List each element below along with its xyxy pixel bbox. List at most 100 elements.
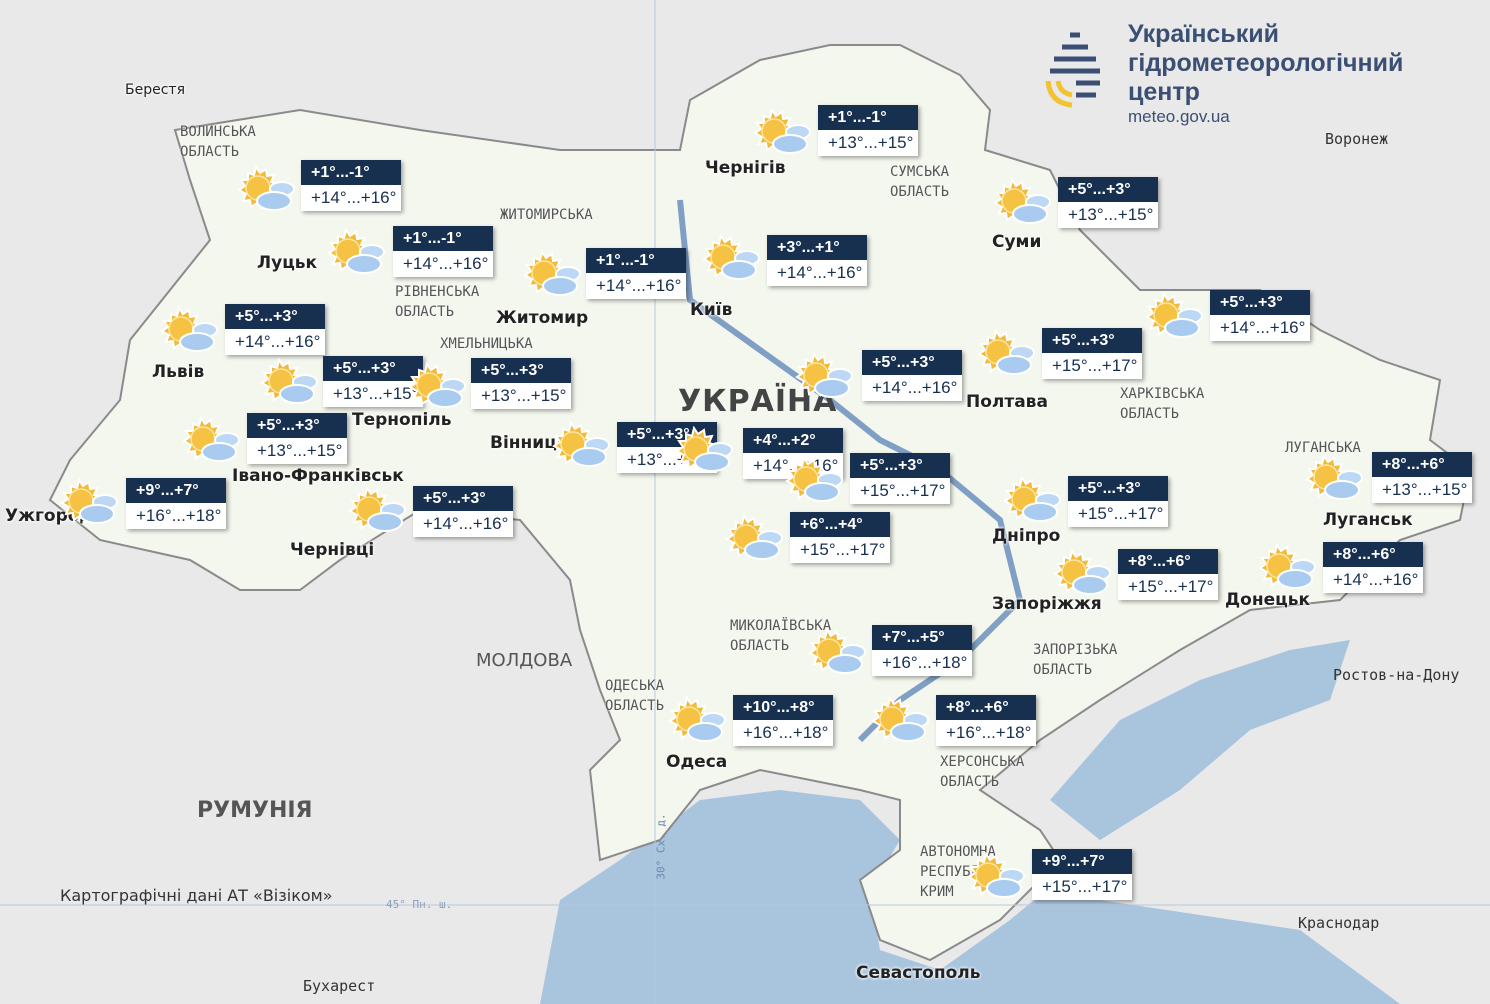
- forecast-box[interactable]: +1°...-1° +14°...+16°: [586, 248, 686, 299]
- sun-behind-clouds-icon: [746, 107, 814, 162]
- region-label: ОДЕСЬКА ОБЛАСТЬ: [605, 678, 665, 714]
- sun-behind-clouds-icon: [320, 227, 388, 282]
- region-label: ВОЛИНСЬКА ОБЛАСТЬ: [180, 124, 256, 160]
- night-temperature: +4°...+2°: [743, 428, 843, 453]
- forecast-box[interactable]: +8°...+6° +14°...+16°: [1323, 542, 1423, 593]
- forecast-box[interactable]: +1°...-1° +14°...+16°: [301, 160, 401, 211]
- black-sea: [540, 790, 1400, 1004]
- region-label: ХМЕЛЬНИЦЬКА: [440, 336, 533, 352]
- sun-behind-clouds-icon: [718, 513, 786, 568]
- sun-behind-clouds-icon: [545, 420, 613, 475]
- day-temperature: +15°...+17°: [790, 537, 890, 563]
- day-temperature: +15°...+17°: [1032, 874, 1132, 900]
- forecast-box[interactable]: +5°...+3° +14°...+16°: [225, 304, 325, 355]
- forecast-box[interactable]: +5°...+3° +13°...+15°: [1058, 177, 1158, 228]
- night-temperature: +8°...+6°: [1118, 549, 1218, 574]
- sun-behind-clouds-icon: [1138, 291, 1206, 346]
- region-label: МИКОЛАЇВСЬКА ОБЛАСТЬ: [730, 618, 832, 654]
- forecast-box[interactable]: +8°...+6° +13°...+15°: [1372, 452, 1472, 503]
- city-label: Луганськ: [1323, 510, 1413, 530]
- night-temperature: +10°...+8°: [733, 695, 833, 720]
- sun-behind-clouds-icon: [695, 233, 763, 288]
- forecast-box[interactable]: +10°...+8° +16°...+18°: [733, 695, 833, 746]
- forecast-box[interactable]: +5°...+3° +13°...+15°: [323, 356, 423, 407]
- night-temperature: +9°...+7°: [1032, 849, 1132, 874]
- sun-behind-clouds-icon: [401, 361, 469, 416]
- day-temperature: +15°...+17°: [850, 478, 950, 504]
- sun-behind-clouds-icon: [801, 627, 869, 682]
- forecast-box[interactable]: +9°...+7° +15°...+17°: [1032, 849, 1132, 900]
- org-name-line: Український: [1128, 20, 1279, 48]
- sun-behind-clouds-icon: [778, 455, 846, 510]
- region-label: СУМСЬКА ОБЛАСТЬ: [890, 164, 950, 200]
- forecast-box[interactable]: +1°...-1° +13°...+15°: [818, 105, 918, 156]
- night-temperature: +5°...+3°: [323, 356, 423, 381]
- night-temperature: +8°...+6°: [1323, 542, 1423, 567]
- sun-behind-clouds-icon: [970, 328, 1038, 383]
- night-temperature: +5°...+3°: [471, 358, 571, 383]
- night-temperature: +7°...+5°: [872, 625, 972, 650]
- city-label: Чернігів: [705, 158, 786, 178]
- day-temperature: +14°...+16°: [225, 329, 325, 355]
- day-temperature: +13°...+15°: [247, 438, 347, 464]
- forecast-box[interactable]: +5°...+3° +13°...+15°: [471, 358, 571, 409]
- forecast-box[interactable]: +5°...+3° +14°...+16°: [413, 486, 513, 537]
- sun-behind-clouds-icon: [864, 695, 932, 750]
- sun-behind-clouds-icon: [996, 475, 1064, 530]
- forecast-box[interactable]: +5°...+3° +13°...+15°: [247, 413, 347, 464]
- city-label: Луцьк: [257, 253, 318, 273]
- city-label: Житомир: [496, 308, 589, 328]
- city-label: Запоріжжя: [992, 594, 1102, 614]
- night-temperature: +5°...+3°: [1042, 328, 1142, 353]
- forecast-box[interactable]: +6°...+4° +15°...+17°: [790, 512, 890, 563]
- city-label: Донецьк: [1225, 590, 1310, 610]
- city-label: Чернівці: [290, 540, 375, 560]
- forecast-box[interactable]: +5°...+3° +15°...+17°: [1042, 328, 1142, 379]
- day-temperature: +13°...+15°: [471, 383, 571, 409]
- org-name-line: центр: [1128, 78, 1200, 106]
- country-label-moldova: МОЛДОВА: [476, 650, 573, 671]
- sun-behind-clouds-icon: [253, 357, 321, 412]
- region-label: ЗАПОРІЗЬКА ОБЛАСТЬ: [1033, 642, 1118, 678]
- day-temperature: +13°...+15°: [818, 130, 918, 156]
- site-url[interactable]: meteo.gov.ua: [1128, 107, 1230, 126]
- city-label: Полтава: [966, 392, 1048, 412]
- forecast-box[interactable]: +5°...+3° +14°...+16°: [862, 350, 962, 401]
- night-temperature: +5°...+3°: [247, 413, 347, 438]
- night-temperature: +5°...+3°: [862, 350, 962, 375]
- night-temperature: +5°...+3°: [225, 304, 325, 329]
- city-label: Севастополь: [856, 963, 981, 983]
- forecast-box[interactable]: +8°...+6° +15°...+17°: [1118, 549, 1218, 600]
- night-temperature: +3°...+1°: [767, 235, 867, 260]
- city-label: Краснодар: [1298, 914, 1380, 932]
- longitude-label: 30° Сх. д.: [654, 813, 668, 880]
- forecast-box[interactable]: +5°...+3° +15°...+17°: [850, 453, 950, 504]
- sun-behind-clouds-icon: [175, 415, 243, 470]
- night-temperature: +6°...+4°: [790, 512, 890, 537]
- region-label: ХЕРСОНСЬКА ОБЛАСТЬ: [940, 754, 1025, 790]
- city-label: Одеса: [666, 752, 728, 772]
- day-temperature: +16°...+18°: [936, 720, 1036, 746]
- sea-of-azov: [1050, 640, 1350, 840]
- forecast-box[interactable]: +8°...+6° +16°...+18°: [936, 695, 1036, 746]
- sun-behind-clouds-icon: [986, 177, 1054, 232]
- sun-behind-clouds-icon: [788, 351, 856, 406]
- night-temperature: +1°...-1°: [818, 105, 918, 130]
- forecast-box[interactable]: +1°...-1° +14°...+16°: [393, 226, 493, 277]
- forecast-box[interactable]: +5°...+3° +15°...+17°: [1068, 476, 1168, 527]
- city-label: Берестя: [125, 82, 185, 98]
- day-temperature: +16°...+18°: [733, 720, 833, 746]
- forecast-box[interactable]: +9°...+7° +16°...+18°: [126, 478, 226, 529]
- day-temperature: +14°...+16°: [301, 185, 401, 211]
- forecast-box[interactable]: +3°...+1° +14°...+16°: [767, 235, 867, 286]
- forecast-box[interactable]: +5°...+3° +14°...+16°: [1210, 290, 1310, 341]
- forecast-box[interactable]: +7°...+5° +16°...+18°: [872, 625, 972, 676]
- sun-behind-clouds-icon: [1251, 542, 1319, 597]
- sun-behind-clouds-icon: [1046, 548, 1114, 603]
- city-label: Суми: [992, 232, 1042, 252]
- latitude-label: 45° Пн. ш.: [386, 898, 453, 911]
- night-temperature: +1°...-1°: [586, 248, 686, 273]
- sun-behind-clouds-icon: [516, 249, 584, 304]
- night-temperature: +5°...+3°: [1068, 476, 1168, 501]
- org-name-line: гідрометеорологічний: [1128, 49, 1404, 77]
